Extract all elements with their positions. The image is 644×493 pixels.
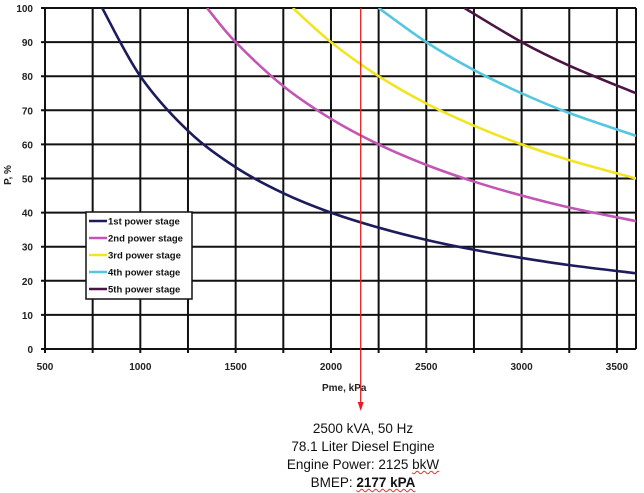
annotation-line-1: 2500 kVA, 50 Hz: [312, 421, 414, 436]
y-tick-label: 90: [22, 38, 34, 49]
y-tick-label: 0: [27, 345, 33, 356]
x-tick-label: 3500: [606, 362, 629, 373]
y-tick-label: 20: [22, 277, 34, 288]
x-tick-label: 500: [37, 362, 54, 373]
series-line-2: [206, 8, 636, 223]
bmep-label: BMEP:: [310, 475, 357, 490]
x-tick-label: 3000: [510, 362, 533, 373]
engine-power-unit: bkW: [412, 457, 440, 472]
series-group: [101, 8, 636, 275]
legend-label-2: 2nd power stage: [108, 234, 183, 245]
bmep-value: 2177 kPA: [356, 475, 416, 490]
series-line-5: [463, 8, 636, 95]
x-axis-label: Pme, kPa: [322, 383, 367, 394]
y-tick-label: 100: [16, 4, 33, 15]
annotation-line-2: 78.1 Liter Diesel Engine: [291, 439, 435, 454]
marker-arrowhead-icon: [357, 402, 364, 411]
series-line-4: [377, 8, 636, 138]
y-tick-label: 10: [22, 311, 34, 322]
series-line-1: [101, 8, 636, 275]
legend-label-5: 5th power stage: [108, 285, 180, 296]
series-line-3: [291, 8, 636, 180]
y-tick-label: 40: [22, 209, 34, 220]
x-tick-label: 1500: [225, 362, 248, 373]
annotation-line-4: BMEP: 2177 kPA: [230, 474, 496, 492]
y-tick-label: 30: [22, 243, 34, 254]
x-tick-label: 1000: [129, 362, 152, 373]
legend-label-4: 4th power stage: [108, 268, 180, 279]
y-tick-label: 80: [22, 72, 34, 83]
legend-label-3: 3rd power stage: [108, 251, 181, 262]
engine-power-text: Engine Power: 2125: [286, 457, 413, 472]
x-tick-label: 2500: [415, 362, 438, 373]
tick-labels: 0 10 20 30 40 50 60 70 80 90 100 500 1000 1500 2000 250…: [16, 4, 628, 373]
y-axis-label: P, %: [3, 165, 14, 185]
annotation-line-3: Engine Power: 2125 bkW: [230, 456, 496, 474]
y-tick-label: 50: [22, 175, 34, 186]
legend-label-1: 1st power stage: [108, 217, 180, 228]
y-tick-label: 60: [22, 140, 34, 151]
bmep-marker-arrow: [357, 8, 364, 411]
legend: 1st power stage 2nd power stage 3rd power …: [85, 211, 193, 300]
x-tick-label: 2000: [320, 362, 343, 373]
y-tick-label: 70: [22, 106, 34, 117]
